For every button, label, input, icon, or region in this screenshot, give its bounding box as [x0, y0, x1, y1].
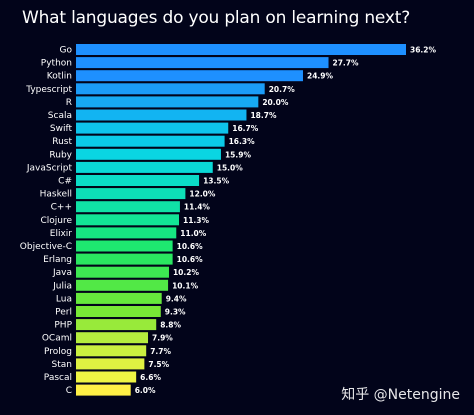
- category-label: C: [66, 386, 72, 396]
- category-label: Kotlin: [47, 72, 72, 82]
- category-label: Pascal: [44, 373, 72, 383]
- value-label: 8.8%: [160, 321, 181, 330]
- category-label: Prolog: [44, 347, 72, 357]
- value-label: 6.0%: [135, 386, 156, 395]
- value-label: 9.4%: [166, 294, 187, 303]
- watermark: 知乎 @Netengine: [341, 387, 460, 403]
- category-label: Rust: [52, 137, 72, 147]
- category-label: Haskell: [40, 190, 72, 200]
- value-label: 20.0%: [262, 98, 289, 107]
- bar: [76, 371, 137, 383]
- category-label: Swift: [50, 124, 73, 134]
- value-label: 6.6%: [140, 373, 161, 382]
- bar: [76, 57, 329, 69]
- bar: [76, 384, 131, 396]
- category-label: OCaml: [42, 334, 72, 344]
- bar: [76, 70, 303, 82]
- value-label: 11.0%: [180, 229, 207, 238]
- value-label: 18.7%: [250, 111, 277, 120]
- value-label: 10.1%: [172, 281, 199, 290]
- bar: [76, 201, 180, 213]
- category-label: Perl: [55, 308, 72, 318]
- bar: [76, 319, 157, 331]
- category-label: Ruby: [49, 150, 72, 160]
- category-label: JavaScript: [26, 163, 73, 173]
- category-label: Typescript: [25, 85, 72, 95]
- category-label: Objective-C: [20, 242, 72, 252]
- bar: [76, 214, 180, 226]
- category-label: Julia: [52, 281, 72, 291]
- bar: [76, 148, 221, 160]
- bar: [76, 292, 162, 304]
- value-label: 9.3%: [165, 308, 186, 317]
- value-label: 11.4%: [184, 203, 211, 212]
- value-label: 10.6%: [177, 242, 204, 251]
- bar: [76, 161, 213, 173]
- category-label: Scala: [48, 111, 72, 121]
- bar: [76, 253, 173, 265]
- category-label: Erlang: [43, 255, 72, 265]
- bar: [76, 122, 229, 134]
- bar: [76, 332, 149, 344]
- bar: [76, 96, 259, 108]
- category-label: Java: [52, 268, 72, 278]
- value-label: 36.2%: [410, 46, 437, 55]
- chart-title: What languages do you plan on learning n…: [22, 8, 411, 28]
- bar: [76, 266, 169, 278]
- value-label: 7.9%: [152, 334, 173, 343]
- bar: [76, 306, 161, 317]
- value-label: 12.0%: [189, 190, 216, 199]
- category-label: Clojure: [40, 216, 72, 226]
- bar: [76, 240, 173, 252]
- category-label: Python: [41, 59, 72, 69]
- bar: [76, 83, 265, 95]
- category-label: C++: [51, 203, 72, 213]
- category-label: R: [66, 98, 72, 108]
- value-label: 10.6%: [177, 255, 204, 264]
- value-label: 13.5%: [203, 177, 230, 186]
- value-label: 24.9%: [307, 72, 334, 81]
- category-label: C#: [58, 177, 72, 187]
- bar: [76, 358, 145, 370]
- category-label: PHP: [54, 321, 72, 331]
- value-label: 10.2%: [173, 268, 200, 277]
- value-label: 15.9%: [225, 150, 252, 159]
- value-label: 16.3%: [229, 137, 256, 146]
- bar: [76, 227, 177, 239]
- category-label: Lua: [56, 294, 72, 304]
- value-label: 11.3%: [183, 216, 210, 225]
- category-label: Elixir: [50, 229, 73, 239]
- value-label: 27.7%: [333, 59, 360, 68]
- category-label: Go: [60, 46, 73, 56]
- bar: [76, 135, 225, 147]
- value-label: 15.0%: [217, 163, 244, 172]
- bar: [76, 188, 186, 200]
- bar: [76, 345, 147, 357]
- bar: [76, 109, 247, 121]
- bar: [76, 44, 406, 55]
- value-label: 7.7%: [150, 347, 171, 356]
- value-label: 16.7%: [232, 124, 259, 133]
- value-label: 20.7%: [269, 85, 296, 94]
- bar: [76, 175, 200, 186]
- category-label: Stan: [52, 360, 72, 370]
- bar: [76, 279, 169, 291]
- value-label: 7.5%: [148, 360, 169, 369]
